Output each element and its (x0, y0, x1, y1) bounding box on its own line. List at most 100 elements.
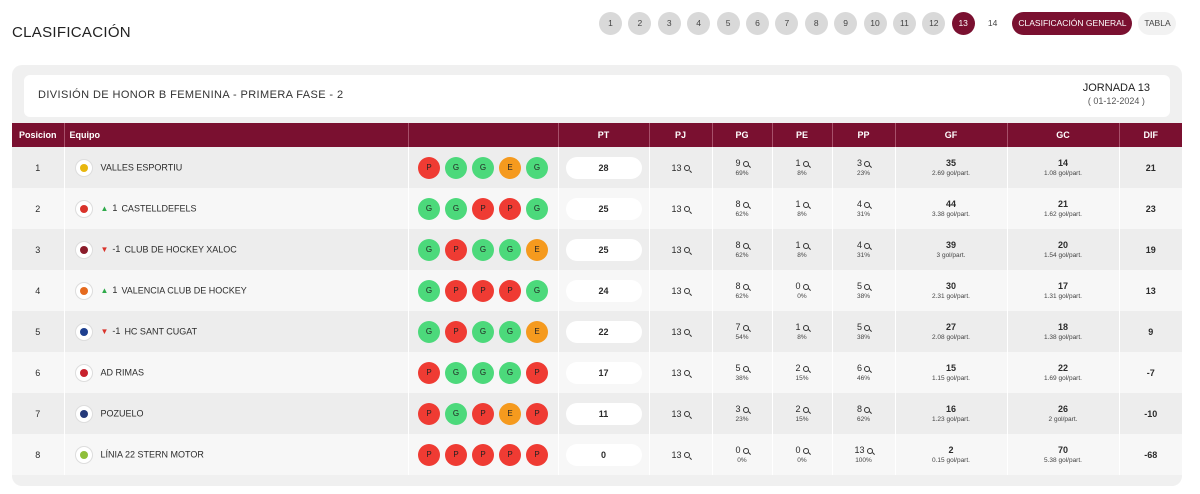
jornada-button-6[interactable]: 6 (745, 11, 769, 35)
magnifier-icon[interactable] (864, 365, 870, 372)
team-name[interactable]: CASTELLDEFELS (121, 202, 197, 213)
magnifier-icon[interactable] (683, 288, 690, 295)
magnifier-icon[interactable] (802, 283, 809, 290)
team-name[interactable]: VALENCIA CLUB DE HOCKEY (121, 284, 247, 295)
team-cell[interactable]: LÍNIA 22 STERN MOTOR (64, 434, 409, 475)
col-gc[interactable]: GC (1007, 123, 1120, 147)
magnifier-icon[interactable] (683, 247, 690, 254)
team-cell[interactable]: VALLES ESPORTIU (64, 147, 409, 188)
played-value: 13 (650, 245, 712, 255)
jornada-button-2[interactable]: 2 (628, 11, 652, 35)
magnifier-icon[interactable] (802, 242, 809, 249)
team-name[interactable]: HC SANT CUGAT (124, 325, 198, 336)
team-cell[interactable]: ▲ 1 CASTELLDEFELS (64, 188, 409, 229)
magnifier-icon[interactable] (802, 447, 809, 454)
jornada-button-11[interactable]: 11 (892, 11, 916, 35)
form-result: P (526, 443, 548, 466)
form-result: G (418, 197, 440, 220)
team-cell[interactable]: ▼ -1 HC SANT CUGAT (64, 311, 409, 352)
jornada-label: JORNADA 13 (1082, 82, 1150, 94)
jornada-button-10[interactable]: 10 (863, 11, 887, 35)
magnifier-icon[interactable] (683, 370, 690, 377)
magnifier-icon[interactable] (802, 201, 809, 208)
goals-against-cell: 14 1.08 gol/part. (1007, 147, 1120, 188)
form-result: P (499, 197, 521, 220)
col-pe[interactable]: PE (772, 123, 833, 147)
col-pp[interactable]: PP (832, 123, 896, 147)
drawn-value: 2 (773, 363, 832, 373)
lost-value: 13 (833, 445, 895, 455)
jornada-button-4[interactable]: 4 (687, 11, 711, 35)
team-name[interactable]: POZUELO (100, 407, 144, 418)
col-equipo[interactable]: Equipo (64, 123, 409, 147)
goals-against-value: 70 (1008, 445, 1119, 455)
tabla-button[interactable]: TABLA (1138, 11, 1177, 35)
magnifier-icon[interactable] (742, 201, 749, 208)
magnifier-icon[interactable] (866, 447, 873, 454)
magnifier-icon[interactable] (683, 165, 690, 172)
goals-against-sub: 1.08 gol/part. (1044, 170, 1082, 177)
clasificacion-general-button[interactable]: CLASIFICACIÓN GENERAL (1012, 11, 1133, 35)
jornada-button-14[interactable]: 14 (987, 18, 998, 28)
magnifier-icon[interactable] (802, 324, 809, 331)
col-pg[interactable]: PG (712, 123, 773, 147)
jornada-date: ( 01-12-2024 ) (1087, 96, 1145, 106)
magnifier-icon[interactable] (742, 365, 749, 372)
jornada-button-12[interactable]: 12 (922, 11, 946, 35)
magnifier-icon[interactable] (742, 406, 749, 413)
magnifier-icon[interactable] (802, 160, 809, 167)
jornada-button-9[interactable]: 9 (834, 11, 858, 35)
lost-value: 4 (833, 240, 895, 250)
team-name[interactable]: AD RIMAS (100, 366, 145, 377)
col-pj[interactable]: PJ (649, 123, 713, 147)
col-pt[interactable]: PT (558, 123, 650, 147)
jornada-button-5[interactable]: 5 (716, 11, 740, 35)
goals-against-cell: 21 1.62 gol/part. (1007, 188, 1120, 229)
competition-header: DIVISIÓN DE HONOR B FEMENINA - PRIMERA F… (24, 75, 1170, 117)
magnifier-icon[interactable] (683, 411, 690, 418)
team-name[interactable]: VALLES ESPORTIU (100, 161, 183, 172)
jornada-button-8[interactable]: 8 (804, 11, 828, 35)
jornada-button-7[interactable]: 7 (775, 11, 799, 35)
col-gf[interactable]: GF (895, 123, 1008, 147)
col-dif[interactable]: DIF (1119, 123, 1182, 147)
magnifier-icon[interactable] (742, 324, 749, 331)
lost-value: 3 (833, 158, 895, 168)
team-name[interactable]: LÍNIA 22 STERN MOTOR (100, 448, 204, 459)
position-cell: 5 (12, 311, 65, 352)
goals-against-sub: 1.54 gol/part. (1044, 252, 1082, 259)
magnifier-icon[interactable] (864, 160, 870, 167)
lost-number: 8 (856, 404, 862, 414)
jornada-button-1[interactable]: 1 (599, 11, 622, 35)
magnifier-icon[interactable] (683, 452, 690, 459)
magnifier-icon[interactable] (742, 283, 749, 290)
goals-for-cell: 44 3.38 gol/part. (895, 188, 1008, 229)
magnifier-icon[interactable] (864, 283, 870, 290)
magnifier-icon[interactable] (742, 447, 749, 454)
magnifier-icon[interactable] (864, 406, 870, 413)
jornada-button-3[interactable]: 3 (657, 11, 681, 35)
magnifier-icon[interactable] (683, 206, 690, 213)
position-cell: 6 (12, 352, 65, 393)
magnifier-icon[interactable] (742, 242, 749, 249)
team-cell[interactable]: AD RIMAS (64, 352, 409, 393)
jornada-button-13[interactable]: 13 (951, 11, 975, 35)
form-result: P (445, 443, 467, 466)
magnifier-icon[interactable] (864, 324, 870, 331)
team-name[interactable]: CLUB DE HOCKEY XALOC (124, 243, 237, 254)
form-result: P (526, 361, 548, 384)
lost-value: 5 (833, 322, 895, 332)
team-cell[interactable]: ▲ 1 VALENCIA CLUB DE HOCKEY (64, 270, 409, 311)
goals-for-cell: 39 3 gol/part. (895, 229, 1008, 270)
magnifier-icon[interactable] (864, 201, 870, 208)
magnifier-icon[interactable] (802, 365, 809, 372)
team-cell[interactable]: ▼ -1 CLUB DE HOCKEY XALOC (64, 229, 409, 270)
team-cell[interactable]: POZUELO (64, 393, 409, 434)
col-posicion[interactable]: Posicion (12, 123, 65, 147)
magnifier-icon[interactable] (864, 242, 870, 249)
magnifier-icon[interactable] (742, 160, 749, 167)
magnifier-icon[interactable] (802, 406, 809, 413)
magnifier-icon[interactable] (683, 329, 690, 336)
